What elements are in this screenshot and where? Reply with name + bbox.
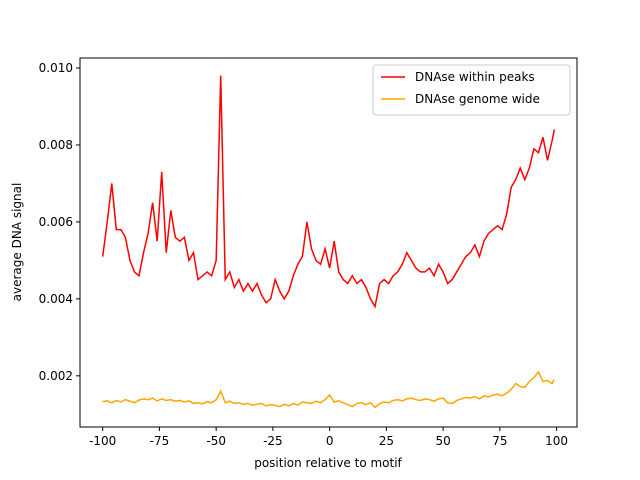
x-axis-label: position relative to motif [254,456,402,470]
legend-label: DNAse within peaks [415,70,535,84]
legend-box [372,64,571,116]
x-tick-label: -50 [206,434,226,448]
y-axis-label: average DNA signal [10,183,24,302]
y-tick-label: 0.002 [39,369,73,383]
y-tick-label: 0.004 [39,292,73,306]
x-tick-label: -100 [89,434,116,448]
legend-label: DNAse genome wide [415,92,540,106]
y-tick-label: 0.006 [39,215,73,229]
x-tick-label: 0 [326,434,334,448]
x-tick-label: -25 [263,434,283,448]
y-tick-label: 0.008 [39,138,73,152]
line-series [102,370,555,409]
x-tick-label: 75 [492,434,507,448]
x-tick-label: -75 [150,434,170,448]
x-tick-label: 25 [379,434,394,448]
x-tick-label: 50 [435,434,450,448]
plot-frame [79,57,578,428]
line-series [101,75,556,309]
x-tick-label: 100 [545,434,568,448]
y-tick-label: 0.010 [39,61,73,75]
